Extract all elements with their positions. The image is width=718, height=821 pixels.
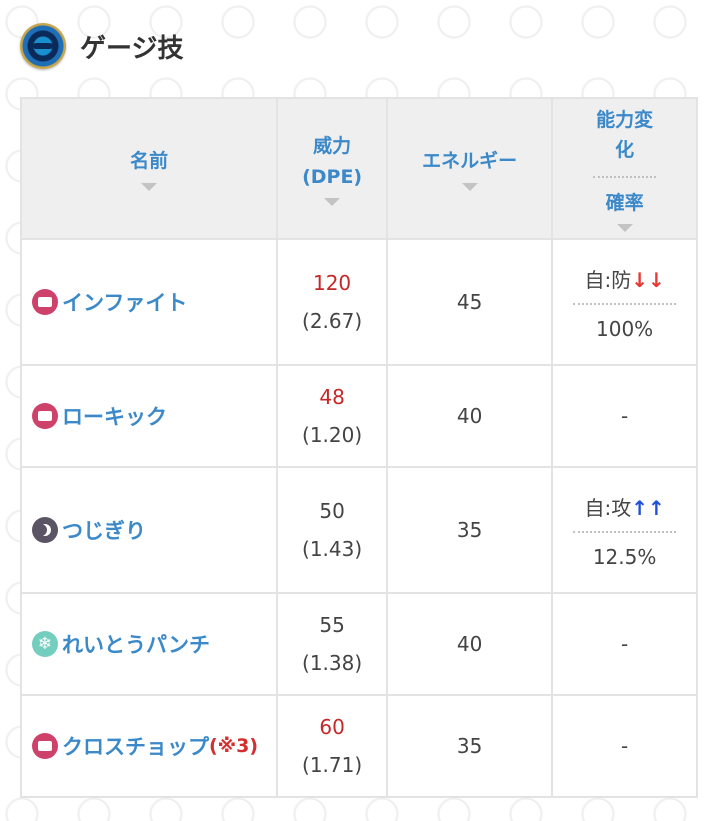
effect-cell: - — [551, 364, 698, 468]
dpe-value: (1.20) — [302, 423, 363, 447]
column-energy-label: エネルギー — [422, 150, 518, 173]
column-name-label: 名前 — [130, 150, 169, 173]
move-link[interactable]: つじぎり — [62, 519, 146, 543]
effect-cell: - — [551, 592, 698, 696]
sort-arrow-icon — [616, 224, 633, 233]
stat-arrow-icon: ↓↓ — [631, 267, 665, 292]
dpe-value: (2.67) — [302, 309, 363, 333]
stat-chance: - — [620, 632, 629, 656]
ice-type-icon: ❄ — [32, 631, 58, 657]
dpe-value: (1.43) — [302, 537, 363, 561]
energy-cell: 45 — [385, 238, 554, 366]
table-row: つじぎり 50 (1.43) 35 自:攻↑↑ 12.5% — [19, 466, 698, 594]
dpe-value: (1.38) — [302, 651, 363, 675]
power-cell: 60 (1.71) — [276, 694, 388, 798]
table-header-row: 名前 威力 (DPE) エネルギー 能力変化 確率 — [19, 97, 698, 240]
power-value: 120 — [312, 271, 352, 295]
table-row: クロスチョップ (※3) 60 (1.71) 35 - — [19, 694, 698, 798]
column-effect-label: 能力変化 — [593, 105, 656, 178]
stat-arrow-icon: ↑↑ — [631, 495, 665, 520]
column-power-label: 威力 — [313, 135, 352, 158]
section-header: ゲージ技 — [20, 22, 183, 70]
power-value: 48 — [319, 385, 345, 409]
dark-type-icon — [32, 517, 58, 543]
effect-cell: 自:攻↑↑ 12.5% — [551, 466, 698, 594]
power-value: 60 — [319, 715, 345, 739]
energy-cell: 40 — [385, 364, 554, 468]
effect-cell: 自:防↓↓ 100% — [551, 238, 698, 366]
stat-change: 自:攻↑↑ — [573, 492, 676, 533]
power-value: 55 — [319, 613, 345, 637]
power-cell: 50 (1.43) — [276, 466, 388, 594]
power-cell: 48 (1.20) — [276, 364, 388, 468]
section-title: ゲージ技 — [80, 33, 184, 64]
move-name-cell: インファイト — [19, 238, 279, 366]
stat-change: 自:防↓↓ — [573, 264, 676, 305]
move-note: (※3) — [209, 735, 259, 757]
fighting-type-icon — [32, 289, 58, 315]
column-dpe-label: (DPE) — [302, 165, 363, 188]
sort-arrow-icon — [141, 182, 158, 191]
move-link[interactable]: インファイト — [62, 291, 188, 315]
stat-chance: - — [620, 404, 629, 428]
sort-by-effect-header[interactable]: 能力変化 確率 — [551, 97, 698, 240]
energy-cell: 35 — [385, 466, 554, 594]
fighting-type-icon — [32, 733, 58, 759]
charged-moves-table: 名前 威力 (DPE) エネルギー 能力変化 確率 インファイト — [19, 97, 698, 798]
move-link[interactable]: ローキック — [62, 405, 167, 429]
table-row: ❄ れいとうパンチ 55 (1.38) 40 - — [19, 592, 698, 696]
stat-chance: 100% — [596, 316, 654, 341]
move-name-cell: クロスチョップ (※3) — [19, 694, 279, 798]
move-name-cell: ❄ れいとうパンチ — [19, 592, 279, 696]
table-row: インファイト 120 (2.67) 45 自:防↓↓ 100% — [19, 238, 698, 366]
power-cell: 120 (2.67) — [276, 238, 388, 366]
energy-cell: 40 — [385, 592, 554, 696]
sort-by-power-header[interactable]: 威力 (DPE) — [276, 97, 388, 240]
power-cell: 55 (1.38) — [276, 592, 388, 696]
sort-by-energy-header[interactable]: エネルギー — [385, 97, 554, 240]
fighting-type-icon — [32, 403, 58, 429]
table-row: ローキック 48 (1.20) 40 - — [19, 364, 698, 468]
stat-chance: 12.5% — [592, 544, 657, 569]
move-name-cell: ローキック — [19, 364, 279, 468]
energy-cell: 35 — [385, 694, 554, 798]
sort-arrow-icon — [324, 197, 341, 206]
effect-cell: - — [551, 694, 698, 798]
power-value: 50 — [319, 499, 345, 523]
move-link[interactable]: れいとうパンチ — [62, 633, 211, 657]
sort-arrow-icon — [461, 182, 478, 191]
move-link[interactable]: クロスチョップ — [62, 735, 209, 759]
move-name-cell: つじぎり — [19, 466, 279, 594]
dpe-value: (1.71) — [302, 753, 363, 777]
charged-move-icon — [20, 23, 66, 69]
column-chance-label: 確率 — [605, 191, 644, 214]
sort-by-name-header[interactable]: 名前 — [19, 97, 279, 240]
stat-chance: - — [620, 734, 629, 758]
